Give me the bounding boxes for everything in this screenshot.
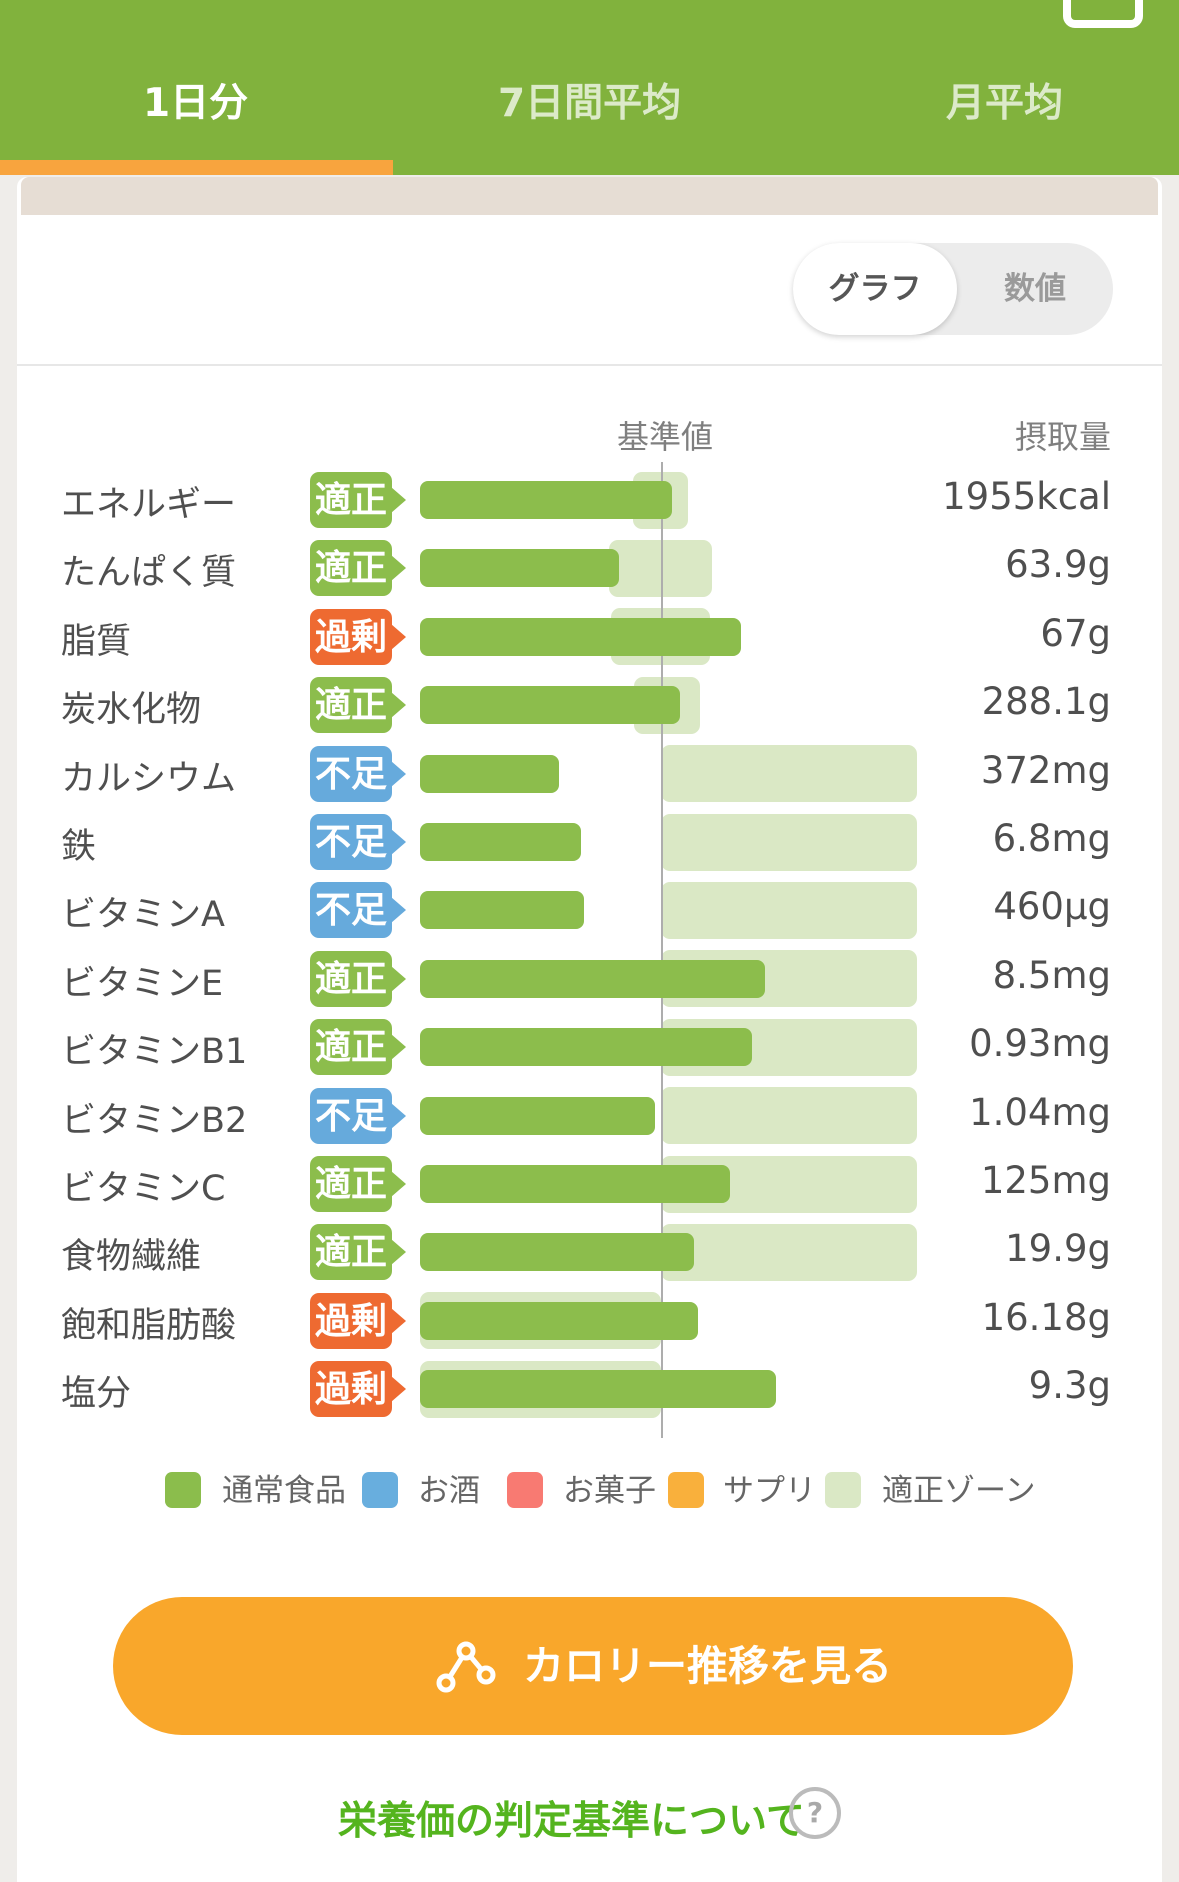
nutrient-label: 鉄: [61, 827, 97, 867]
chart-legend: 通常食品 お酒 お菓子 サプリ 適正ゾーン: [17, 1472, 1162, 1512]
normal-food-label: 通常食品: [222, 1473, 346, 1509]
status-badge: 適正: [310, 1224, 406, 1281]
appropriate-zone-band: [661, 1087, 917, 1145]
intake-bar: [420, 1370, 776, 1409]
status-badge: 適正: [310, 1019, 406, 1076]
intake-bar: [420, 1096, 655, 1135]
intake-label: 摂取量: [1014, 418, 1111, 456]
alcohol-swatch: [362, 1472, 398, 1508]
nutrient-label: 脂質: [61, 621, 132, 662]
status-badge: 過剰: [310, 608, 406, 665]
intake-value: 6.8mg: [992, 817, 1111, 860]
criteria-link[interactable]: 栄養価の判定基準について: [338, 1799, 805, 1844]
appropriate-zone-band: [661, 745, 917, 803]
nutrient-label: カルシウム: [61, 758, 237, 799]
nutrient-label: たんぱく質: [61, 553, 237, 594]
status-badge: 不足: [310, 882, 406, 939]
intake-bar: [420, 754, 559, 793]
trend-chart-icon: [436, 1641, 496, 1693]
intake-value: 67g: [1040, 611, 1111, 655]
intake-bar: [420, 481, 672, 519]
app-header: 1日分 7日間平均 月平均: [0, 0, 1179, 175]
nutrition-card: グラフ 数値 基準値 摂取量 エネルギー 適正 1955kcal たんぱく質 適正 63.…: [17, 177, 1162, 1882]
intake-value: 1.04mg: [969, 1090, 1111, 1134]
intake-bar: [420, 1028, 752, 1067]
active-tab-underline: [0, 160, 393, 175]
card-top-strip: [21, 177, 1158, 215]
supplement-swatch: [668, 1472, 704, 1508]
appropriate-zone-band: [661, 881, 917, 939]
sweets-swatch: [507, 1472, 543, 1508]
status-badge: 適正: [310, 540, 406, 597]
intake-bar: [420, 823, 581, 861]
status-badge: 適正: [310, 950, 406, 1007]
status-badge: 適正: [310, 472, 406, 528]
calorie-trend-button[interactable]: カロリー推移を見る: [113, 1597, 1073, 1735]
normal-food-swatch: [165, 1472, 201, 1508]
intake-value: 288.1g: [981, 680, 1111, 724]
supplement-label: サプリ: [723, 1473, 816, 1509]
intake-bar: [420, 891, 584, 930]
tab-month-average[interactable]: 月平均: [946, 81, 1064, 126]
intake-value: 16.18g: [981, 1295, 1111, 1339]
status-badge: 適正: [310, 1156, 406, 1212]
intake-bar: [420, 549, 619, 588]
intake-value: 19.9g: [1005, 1227, 1111, 1271]
tab-one-day[interactable]: 1日分: [143, 81, 249, 126]
nutrient-label: エネルギー: [61, 485, 237, 525]
help-icon[interactable]: ?: [789, 1787, 841, 1839]
nutrient-label: ビタミンB1: [61, 1032, 248, 1073]
nutrient-label: 飽和脂肪酸: [61, 1305, 237, 1346]
section-divider: [17, 364, 1162, 366]
status-badge: 不足: [310, 745, 406, 802]
nutrient-label: ビタミンC: [61, 1169, 226, 1209]
nutrient-label: 食物繊維: [61, 1237, 202, 1278]
intake-bar: [420, 1233, 694, 1272]
nutrient-label: ビタミンB2: [61, 1100, 248, 1141]
intake-bar: [420, 1301, 698, 1340]
standard-value-line: [661, 462, 663, 1438]
intake-value: 1955kcal: [942, 475, 1111, 518]
sweets-label: お菓子: [563, 1473, 656, 1509]
tab-seven-day-average[interactable]: 7日間平均: [498, 81, 682, 126]
intake-bar: [420, 686, 680, 725]
intake-value: 125mg: [980, 1159, 1111, 1202]
nutrient-label: ビタミンE: [61, 963, 224, 1004]
alcohol-label: お酒: [418, 1473, 480, 1509]
nutrient-label: ビタミンA: [61, 895, 225, 936]
intake-bar: [420, 1165, 730, 1203]
intake-value: 9.3g: [1028, 1364, 1111, 1408]
intake-bar: [420, 959, 765, 998]
calorie-trend-button-label: カロリー推移を見る: [523, 1642, 892, 1690]
toggle-numeric[interactable]: 数値: [1004, 271, 1066, 307]
nutrient-label: 塩分: [61, 1374, 132, 1415]
status-badge: 過剰: [310, 1361, 406, 1418]
toggle-graph[interactable]: グラフ: [793, 243, 957, 335]
status-badge: 不足: [310, 814, 406, 870]
intake-value: 8.5mg: [992, 953, 1111, 997]
calendar-icon[interactable]: [1063, 0, 1143, 28]
status-badge: 不足: [310, 1087, 406, 1144]
appropriate-zone-band: [661, 813, 917, 871]
status-badge: 過剰: [310, 1292, 406, 1349]
intake-value: 0.93mg: [969, 1022, 1111, 1066]
standard-value-label: 基準値: [617, 418, 714, 456]
intake-bar: [420, 617, 741, 656]
intake-value: 460μg: [993, 885, 1111, 929]
graph-numeric-toggle: グラフ 数値: [793, 243, 1113, 335]
status-badge: 適正: [310, 677, 406, 734]
appropriate-zone-band: [661, 1223, 917, 1281]
nutrient-label: 炭水化物: [61, 690, 202, 731]
intake-value: 372mg: [980, 748, 1111, 792]
appropriate-zone-band: [609, 539, 712, 597]
intake-value: 63.9g: [1005, 543, 1111, 587]
appropriate-zone-label: 適正ゾーン: [882, 1473, 1036, 1509]
appropriate-zone-swatch: [825, 1472, 861, 1508]
